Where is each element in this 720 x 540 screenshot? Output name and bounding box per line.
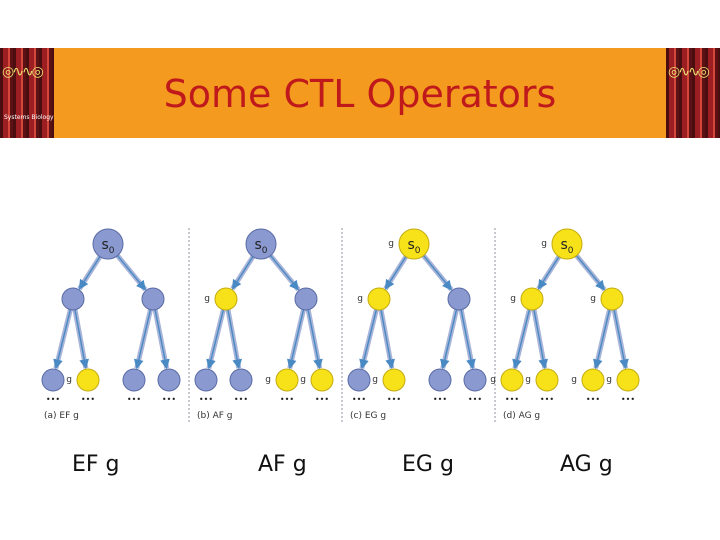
g-label: g — [265, 375, 271, 385]
label-ef-g: EF g — [72, 452, 120, 477]
logo-text: Systems Biology — [4, 114, 54, 121]
ellipsis-marker: ••• — [234, 395, 248, 404]
transition-arrow — [439, 309, 458, 370]
ellipsis-marker: ••• — [468, 395, 482, 404]
title-banner: ◎∿∿◎ Systems Biology ◎∿∿◎ Some CTL Opera… — [0, 48, 720, 138]
ellipsis-marker: ••• — [127, 395, 141, 404]
state-node — [535, 368, 559, 392]
state-node — [141, 287, 165, 311]
root-state-node — [245, 228, 277, 260]
g-label: g — [571, 375, 577, 385]
label-ag-g: AG g — [560, 452, 613, 477]
state-node — [616, 368, 640, 392]
g-label: g — [388, 239, 394, 249]
transition-arrow — [154, 309, 170, 370]
state-node — [463, 368, 487, 392]
state-node — [41, 368, 65, 392]
g-label: g — [372, 375, 378, 385]
g-label: g — [490, 375, 496, 385]
transition-arrow — [533, 309, 549, 370]
transition-arrow — [269, 255, 300, 291]
ellipsis-marker: ••• — [621, 395, 635, 404]
state-node — [347, 368, 371, 392]
ellipsis-marker: ••• — [387, 395, 401, 404]
state-node — [275, 368, 299, 392]
transition-arrow — [78, 256, 101, 290]
state-node — [122, 368, 146, 392]
root-state-node — [551, 228, 583, 260]
dna-helix-icon: ◎∿∿◎ — [668, 64, 710, 80]
ellipsis-marker: ••• — [433, 395, 447, 404]
state-node — [229, 368, 253, 392]
transition-arrow — [613, 309, 629, 370]
transition-arrow — [380, 309, 396, 370]
transition-arrow — [53, 309, 72, 370]
ellipsis-marker: ••• — [280, 395, 294, 404]
transition-arrow — [575, 255, 606, 291]
g-label: g — [590, 294, 596, 304]
g-label: g — [357, 294, 363, 304]
g-label: g — [204, 294, 210, 304]
transition-arrow — [133, 309, 152, 370]
state-node — [214, 287, 238, 311]
panel-caption: (a) EF g — [44, 411, 79, 421]
transition-arrow — [384, 256, 407, 290]
ellipsis-marker: ••• — [162, 395, 176, 404]
g-label: g — [66, 375, 72, 385]
state-node — [382, 368, 406, 392]
slide-title: Some CTL Operators — [163, 72, 557, 116]
g-label: g — [606, 375, 612, 385]
transition-arrow — [460, 309, 476, 370]
root-state-node — [398, 228, 430, 260]
g-label: g — [300, 375, 306, 385]
state-node — [447, 287, 471, 311]
transition-arrow — [74, 309, 90, 370]
state-node — [294, 287, 318, 311]
state-node — [61, 287, 85, 311]
g-label: g — [525, 375, 531, 385]
transition-arrow — [116, 255, 147, 291]
state-node — [600, 287, 624, 311]
ellipsis-marker: ••• — [540, 395, 554, 404]
ellipsis-marker: ••• — [199, 395, 213, 404]
g-label: g — [541, 239, 547, 249]
systems-biology-logo-left: ◎∿∿◎ Systems Biology — [0, 48, 54, 138]
transition-arrow — [512, 309, 531, 370]
state-node — [310, 368, 334, 392]
transition-arrow — [227, 309, 243, 370]
state-node — [76, 368, 100, 392]
label-eg-g: EG g — [402, 452, 454, 477]
state-node — [194, 368, 218, 392]
label-af-g: AF g — [258, 452, 307, 477]
state-node — [367, 287, 391, 311]
panel-caption: (c) EG g — [350, 411, 386, 421]
state-node — [581, 368, 605, 392]
ellipsis-marker: ••• — [505, 395, 519, 404]
transition-arrow — [592, 309, 611, 370]
ellipsis-marker: ••• — [81, 395, 95, 404]
state-node — [500, 368, 524, 392]
dna-helix-icon: ◎∿∿◎ — [2, 64, 44, 80]
panel-caption: (d) AG g — [503, 411, 540, 421]
ellipsis-marker: ••• — [315, 395, 329, 404]
ellipsis-marker: ••• — [352, 395, 366, 404]
transition-arrow — [206, 309, 225, 370]
transition-arrow — [231, 256, 254, 290]
state-node — [520, 287, 544, 311]
state-node — [157, 368, 181, 392]
transition-arrow — [286, 309, 305, 370]
transition-arrow — [537, 256, 560, 290]
g-label: g — [510, 294, 516, 304]
systems-biology-logo-right: ◎∿∿◎ — [666, 48, 720, 138]
root-state-node — [92, 228, 124, 260]
panel-caption: (b) AF g — [197, 411, 233, 421]
ellipsis-marker: ••• — [586, 395, 600, 404]
transition-arrow — [422, 255, 453, 291]
state-node — [428, 368, 452, 392]
transition-arrow — [359, 309, 378, 370]
transition-arrow — [307, 309, 323, 370]
ellipsis-marker: ••• — [46, 395, 60, 404]
